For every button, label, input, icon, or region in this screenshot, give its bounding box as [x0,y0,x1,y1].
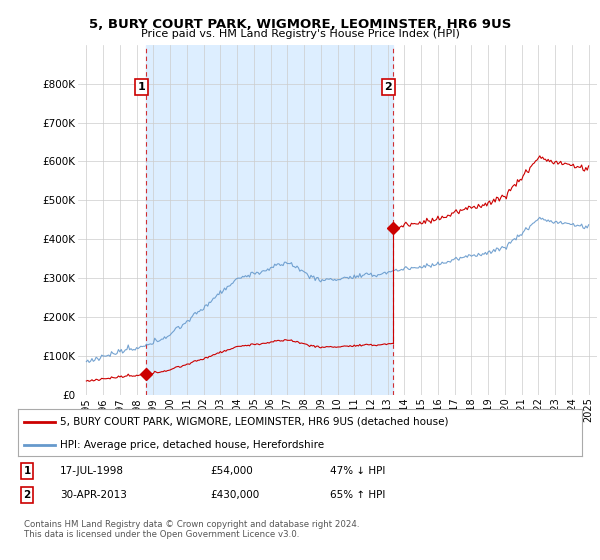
Text: 47% ↓ HPI: 47% ↓ HPI [330,466,385,476]
Text: 30-APR-2013: 30-APR-2013 [60,490,127,500]
Text: 2: 2 [23,490,31,500]
Text: HPI: Average price, detached house, Herefordshire: HPI: Average price, detached house, Here… [60,440,325,450]
Text: Contains HM Land Registry data © Crown copyright and database right 2024.
This d: Contains HM Land Registry data © Crown c… [24,520,359,539]
Bar [146,45,394,395]
Text: 1: 1 [23,466,31,476]
Text: 2: 2 [385,82,392,92]
Text: 5, BURY COURT PARK, WIGMORE, LEOMINSTER, HR6 9US: 5, BURY COURT PARK, WIGMORE, LEOMINSTER,… [89,18,511,31]
Text: 5, BURY COURT PARK, WIGMORE, LEOMINSTER, HR6 9US (detached house): 5, BURY COURT PARK, WIGMORE, LEOMINSTER,… [60,417,449,427]
Text: £54,000: £54,000 [210,466,253,476]
Text: 17-JUL-1998: 17-JUL-1998 [60,466,124,476]
Text: £430,000: £430,000 [210,490,259,500]
Text: 1: 1 [137,82,145,92]
Text: 65% ↑ HPI: 65% ↑ HPI [330,490,385,500]
Text: Price paid vs. HM Land Registry's House Price Index (HPI): Price paid vs. HM Land Registry's House … [140,29,460,39]
